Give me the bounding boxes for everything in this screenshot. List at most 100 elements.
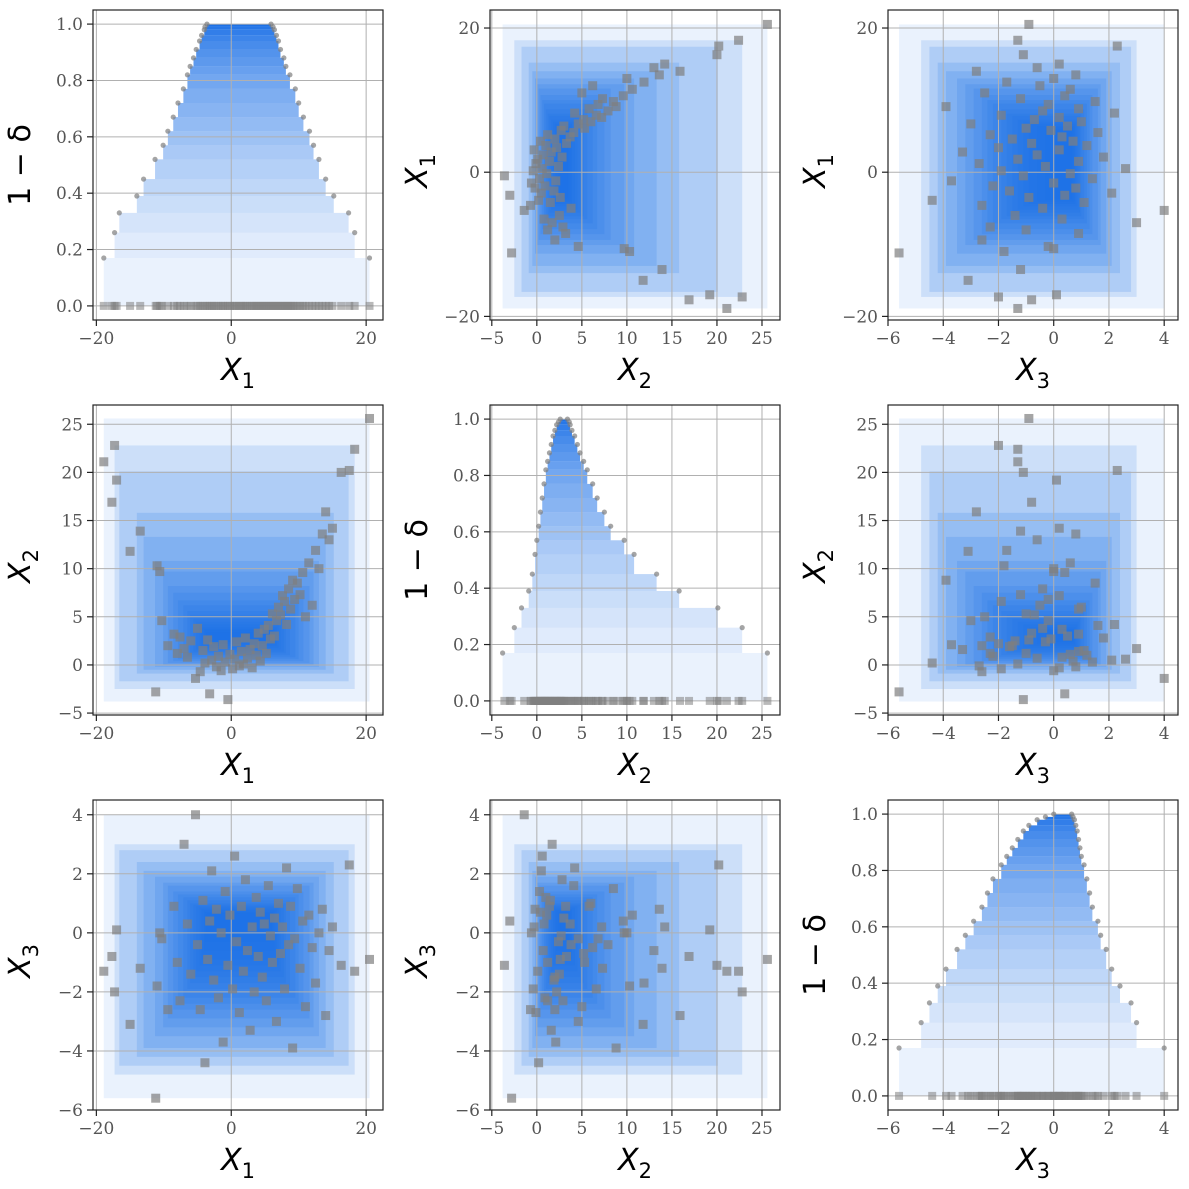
sample-point xyxy=(1021,225,1031,235)
sample-point xyxy=(1099,1091,1108,1100)
tick-label: −20 xyxy=(444,307,480,327)
tick-label: 2 xyxy=(469,865,480,885)
level-endpoint xyxy=(140,176,147,182)
tick-label: 25 xyxy=(751,1119,773,1139)
level-endpoint xyxy=(331,193,337,199)
sample-point xyxy=(300,1002,310,1012)
sample-point xyxy=(292,578,302,588)
sample-point xyxy=(526,200,536,210)
tick-label: −2 xyxy=(986,724,1011,744)
level-endpoint xyxy=(943,966,949,972)
tick-label: 0.4 xyxy=(453,579,480,599)
level-endpoint xyxy=(196,38,203,44)
sample-point xyxy=(186,636,196,646)
tick-label: 5 xyxy=(576,329,587,349)
tick-label: 15 xyxy=(661,1119,683,1139)
sample-point xyxy=(191,810,201,820)
sample-point xyxy=(619,244,629,254)
sample-point xyxy=(1121,164,1131,174)
sample-point xyxy=(278,922,288,932)
sample-point xyxy=(209,642,219,652)
sample-point xyxy=(1049,244,1059,254)
sample-point xyxy=(1132,644,1142,654)
depth-region xyxy=(560,913,568,933)
sample-point xyxy=(350,444,360,454)
sample-point xyxy=(1027,497,1037,507)
tick-label: 0 xyxy=(531,329,542,349)
sample-point xyxy=(292,884,302,894)
tick-label: 0.8 xyxy=(56,71,83,91)
depth-region xyxy=(514,844,743,1075)
sample-point xyxy=(1159,673,1169,683)
tick-label: 10 xyxy=(616,724,638,744)
sample-point xyxy=(151,1093,161,1103)
level-endpoint xyxy=(1098,932,1104,938)
sample-point xyxy=(551,176,561,186)
sample-point xyxy=(762,19,772,29)
sample-point xyxy=(539,919,549,929)
level-endpoint xyxy=(1020,828,1026,834)
sample-point xyxy=(550,696,559,705)
depth-step xyxy=(556,424,571,431)
axes-frame xyxy=(489,404,781,716)
tick-label: −2 xyxy=(455,983,480,1003)
level-endpoint xyxy=(268,21,274,27)
sample-point xyxy=(350,301,359,310)
tick-label: 10 xyxy=(61,560,83,580)
level-endpoint xyxy=(564,416,571,422)
level-endpoint xyxy=(1042,814,1049,820)
sample-point xyxy=(1005,186,1015,196)
sample-point xyxy=(980,612,990,622)
sample-point xyxy=(1013,154,1023,164)
sample-point xyxy=(300,612,310,622)
sample-point xyxy=(1049,666,1059,676)
depth-step xyxy=(206,24,272,27)
sample-point xyxy=(1071,662,1081,672)
sample-point xyxy=(365,301,374,310)
sample-point xyxy=(977,200,987,210)
sample-point xyxy=(622,73,632,83)
axis-label: X2 xyxy=(798,549,838,585)
tick-label: 0.0 xyxy=(56,297,83,317)
tick-label: −4 xyxy=(455,1042,480,1062)
tick-label: 0 xyxy=(226,329,237,349)
sample-point xyxy=(234,1008,244,1018)
sample-point xyxy=(282,620,292,630)
sample-point xyxy=(1033,1091,1042,1100)
depth-region xyxy=(502,24,768,309)
sample-point xyxy=(660,696,669,705)
tick-label: 0 xyxy=(867,656,878,676)
sample-point xyxy=(505,916,515,926)
level-endpoint xyxy=(1109,966,1115,972)
tick-label: 4 xyxy=(469,806,480,826)
sample-point xyxy=(625,247,635,257)
sample-point xyxy=(649,696,658,705)
tick-label: 5 xyxy=(867,608,878,628)
level-endpoint xyxy=(545,458,551,464)
sample-point xyxy=(1060,568,1070,578)
sample-point xyxy=(676,696,685,705)
sample-point xyxy=(535,136,545,146)
sample-point xyxy=(1049,73,1059,83)
sample-point xyxy=(345,301,354,310)
depth-step xyxy=(103,258,370,306)
level-endpoint xyxy=(594,495,600,501)
level-endpoint xyxy=(918,1020,924,1026)
depth-region xyxy=(921,445,1137,690)
sample-point xyxy=(611,1043,621,1053)
sample-point xyxy=(195,1005,205,1015)
sample-point xyxy=(1024,635,1034,645)
sample-point xyxy=(660,922,670,932)
depth-step xyxy=(899,1048,1165,1096)
tick-label: 4 xyxy=(72,806,83,826)
sample-point xyxy=(627,910,637,920)
sample-point xyxy=(588,81,598,91)
sample-point xyxy=(1082,650,1092,660)
level-endpoint xyxy=(1117,983,1123,989)
sample-point xyxy=(1038,106,1048,116)
depth-step xyxy=(957,949,1107,970)
sample-point xyxy=(228,984,238,994)
sample-point xyxy=(314,564,324,574)
sample-point xyxy=(966,1091,975,1100)
sample-point xyxy=(282,863,292,873)
